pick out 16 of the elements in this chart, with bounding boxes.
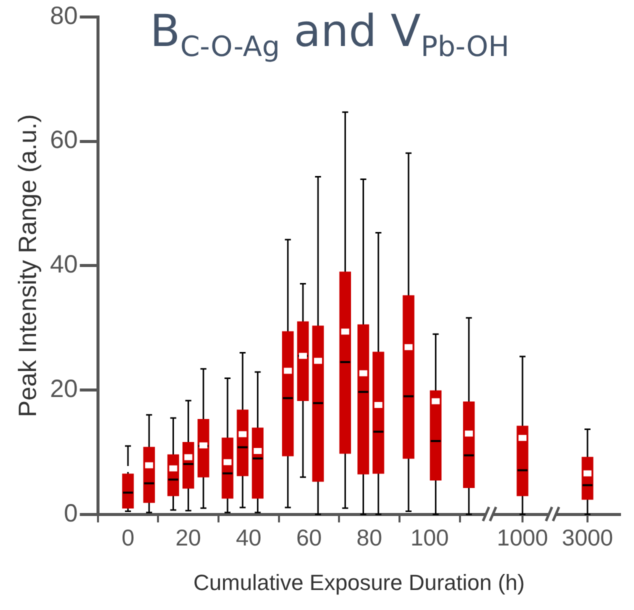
y-tick-label: 40 xyxy=(50,250,78,279)
x-tick-label: 3000 xyxy=(562,524,614,551)
chart-title: B$_{C-O-Ag}$ and V$_{Pb-OH}$ xyxy=(150,6,510,63)
x-tick-label: 100 xyxy=(410,524,449,551)
x-tick-label: 40 xyxy=(236,524,262,551)
x-tick-label: 1000 xyxy=(496,524,548,551)
x-axis-title: Cumulative Exposure Duration (h) xyxy=(193,570,525,596)
x-tick-label: 60 xyxy=(296,524,322,551)
y-axis-title: Peak Intensity Range (a.u.) xyxy=(14,114,42,418)
x-tick-label: 0 xyxy=(122,524,134,551)
y-tick-label: 20 xyxy=(50,374,78,403)
y-tick-label: 80 xyxy=(50,2,78,30)
x-tick-label: 20 xyxy=(176,524,202,551)
y-tick-label: 60 xyxy=(50,126,78,154)
y-tick-label: 0 xyxy=(64,499,78,528)
x-tick-label: 80 xyxy=(356,524,382,551)
